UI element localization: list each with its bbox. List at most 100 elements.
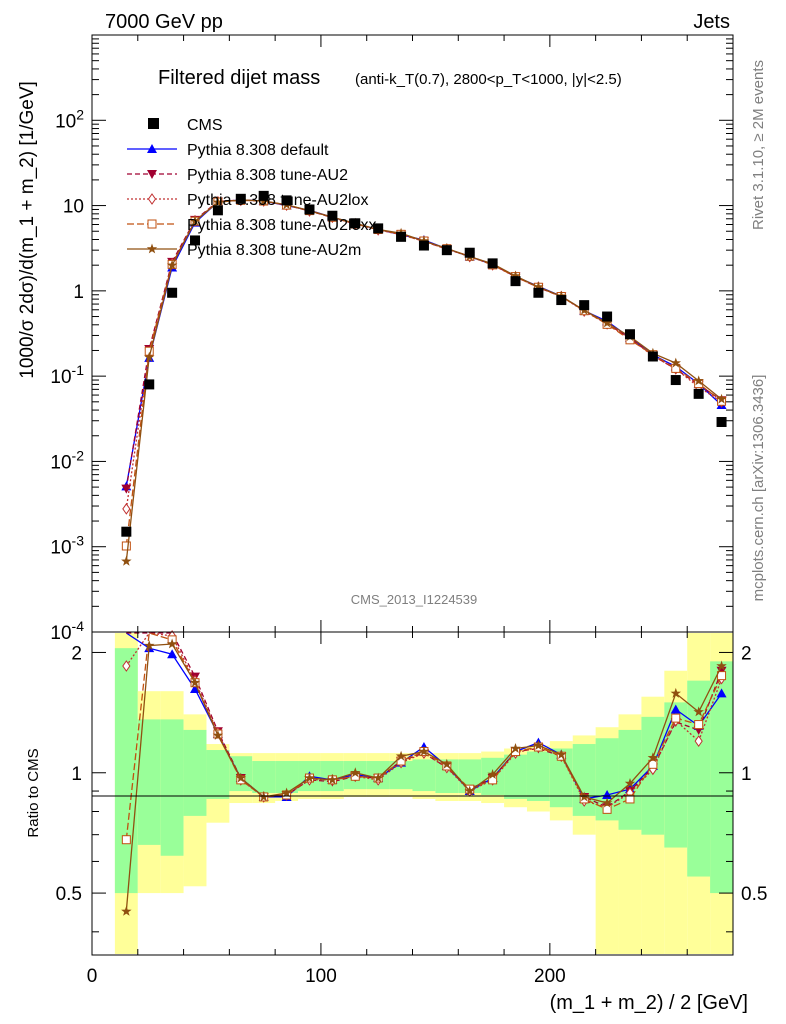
ratio-band-inner	[160, 719, 184, 856]
main-point	[166, 259, 178, 270]
ratio-point	[441, 758, 453, 769]
y-axis-label: 1000/σ 2dσ)/d(m_1 + m_2) [1/GeV]	[17, 81, 38, 379]
legend-cms-marker	[148, 118, 159, 129]
cms-data-point	[418, 240, 429, 251]
legend-marker	[147, 193, 157, 205]
legend-marker	[147, 219, 157, 229]
cms-data-point	[693, 388, 704, 399]
ratio-point	[304, 772, 315, 783]
ratio-tick-label-right: 2	[741, 643, 752, 664]
cms-data-point	[121, 526, 132, 537]
ratio-point	[144, 640, 155, 651]
ratio-y-axis-label: Ratio to CMS	[25, 748, 42, 837]
rivet-label: Rivet 3.1.10, ≥ 2M events	[750, 60, 767, 230]
cms-data-point	[144, 379, 155, 390]
ratio-point	[418, 746, 430, 756]
ratio-band-inner	[549, 748, 573, 808]
cms-data-point	[670, 375, 681, 386]
main-point	[601, 317, 613, 328]
ratio-point	[670, 687, 681, 698]
cms-data-point	[510, 276, 521, 287]
cms-data-point	[716, 416, 727, 427]
ratio-point	[235, 772, 246, 783]
legend-marker	[147, 170, 157, 179]
cms-data-point	[602, 311, 613, 322]
legend-label: Pythia 8.308 tune-AU2	[187, 167, 348, 184]
main-point	[716, 393, 727, 404]
ratio-point	[350, 767, 361, 778]
ratio-point	[327, 774, 338, 785]
y-tick-label: 10-2	[50, 447, 84, 473]
ratio-band-inner	[526, 751, 550, 801]
ratio-point	[670, 704, 681, 714]
ratio-band-inner	[641, 716, 665, 835]
ratio-point	[694, 735, 703, 747]
main-point	[533, 281, 544, 292]
y-tick-label: 10-1	[50, 362, 84, 388]
cms-data-group	[121, 190, 727, 537]
ratio-band-inner	[412, 759, 436, 792]
header-left: 7000 GeV pp	[105, 11, 223, 33]
ratio-point	[556, 749, 567, 760]
cms-data-point	[487, 258, 498, 269]
ratio-tick-label-left: 0.5	[56, 884, 82, 905]
cms-data-point	[258, 190, 269, 201]
ratio-series-group	[121, 630, 727, 916]
cms-data-point	[556, 295, 567, 306]
y-tick-label: 10-4	[50, 618, 84, 644]
ratio-tick-label-right: 1	[741, 764, 752, 785]
ratio-band-inner	[504, 754, 527, 799]
cms-data-point	[373, 223, 384, 234]
chart-title: Filtered dijet mass	[158, 67, 320, 89]
ratio-point	[624, 778, 636, 788]
cms-data-point	[327, 210, 338, 221]
cms-data-point	[624, 329, 635, 340]
y-tick-label: 10-3	[50, 533, 84, 559]
legend-marker	[146, 243, 158, 254]
ratio-band-inner	[275, 761, 299, 793]
ratio-point	[212, 729, 224, 740]
y-tick-label: 102	[55, 106, 84, 132]
legend-marker	[147, 144, 157, 153]
ratio-point	[487, 769, 498, 779]
legend-label: Pythia 8.308 tune-AU2loxx	[187, 217, 376, 234]
ratio-point	[464, 785, 475, 796]
ratio-point	[625, 794, 635, 804]
ratio-band-inner	[252, 761, 276, 793]
cms-data-point	[464, 247, 475, 258]
mcplots-label: mcplots.cern.ch [arXiv:1306.3436]	[750, 375, 767, 602]
ratio-band-inner	[435, 759, 459, 793]
ratio-point	[716, 688, 727, 698]
main-point	[122, 503, 131, 515]
cms-data-point	[441, 245, 452, 256]
ratio-band-inner	[595, 738, 619, 821]
ratio-point	[693, 706, 704, 717]
cms-data-point	[396, 231, 407, 242]
y-tick-label: 1	[73, 282, 84, 303]
watermark: CMS_2013_I1224539	[351, 592, 478, 607]
ratio-point	[648, 759, 658, 769]
cms-data-point	[281, 195, 292, 206]
cms-data-point	[533, 287, 544, 298]
main-point	[189, 215, 201, 226]
ratio-point	[601, 797, 613, 808]
x-tick-label: 0	[87, 966, 98, 987]
ratio-point	[671, 713, 681, 723]
main-point	[418, 235, 430, 246]
cms-data-point	[167, 287, 178, 298]
ratio-point	[121, 835, 131, 845]
legend-label: Pythia 8.308 tune-AU2m	[187, 242, 361, 259]
ratio-point	[716, 660, 727, 671]
legend-label: Pythia 8.308 default	[187, 142, 329, 159]
ratio-tick-label-right: 0.5	[741, 884, 767, 905]
ratio-point	[372, 772, 384, 783]
ratio-tick-label-left: 1	[71, 764, 82, 785]
ratio-band-inner	[183, 729, 207, 816]
main-point	[121, 555, 132, 566]
y-tick-label: 10	[63, 197, 84, 218]
ratio-point	[717, 671, 727, 681]
ratio-point	[602, 789, 613, 799]
main-point	[510, 270, 521, 281]
cms-data-point	[212, 205, 223, 216]
